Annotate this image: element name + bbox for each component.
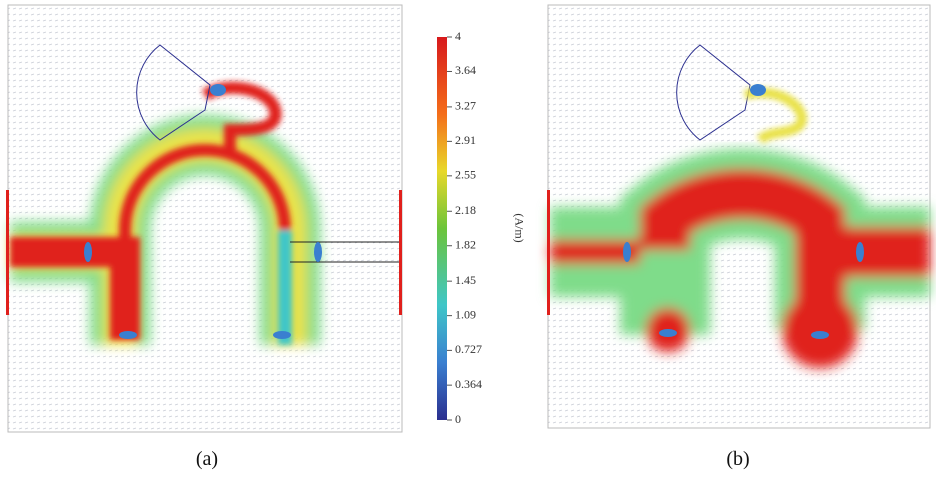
colorbar-tick-label: 2.91 <box>455 133 476 147</box>
colorbar-tick-label: 3.27 <box>455 99 476 113</box>
field-core <box>10 81 292 345</box>
colorbar-tick-label: 0 <box>455 412 461 426</box>
colorbar-gradient <box>437 37 447 420</box>
field-glow <box>550 148 930 368</box>
colorbar-tick-label: 1.45 <box>455 273 476 287</box>
colorbar-tick-label: 0.727 <box>455 342 482 356</box>
caption: (b) <box>726 448 749 470</box>
colorbar-tick-label: 1.82 <box>455 237 476 251</box>
panel-a <box>6 4 403 433</box>
colorbar: (A/m) <box>437 37 526 420</box>
colorbar-tick-label: 2.18 <box>455 203 476 217</box>
caption: (a) <box>196 448 218 470</box>
colorbar-tick-label: 1.09 <box>455 307 476 321</box>
colorbar-tick-label: 3.64 <box>455 63 476 77</box>
colorbar-tick-label: 0.364 <box>455 377 482 391</box>
panel-b <box>547 4 931 429</box>
colorbar-tick-label: 4 <box>455 29 461 43</box>
colorbar-label: (A/m) <box>512 213 526 242</box>
colorbar-tick-label: 2.55 <box>455 168 476 182</box>
plot-area <box>7 4 403 433</box>
